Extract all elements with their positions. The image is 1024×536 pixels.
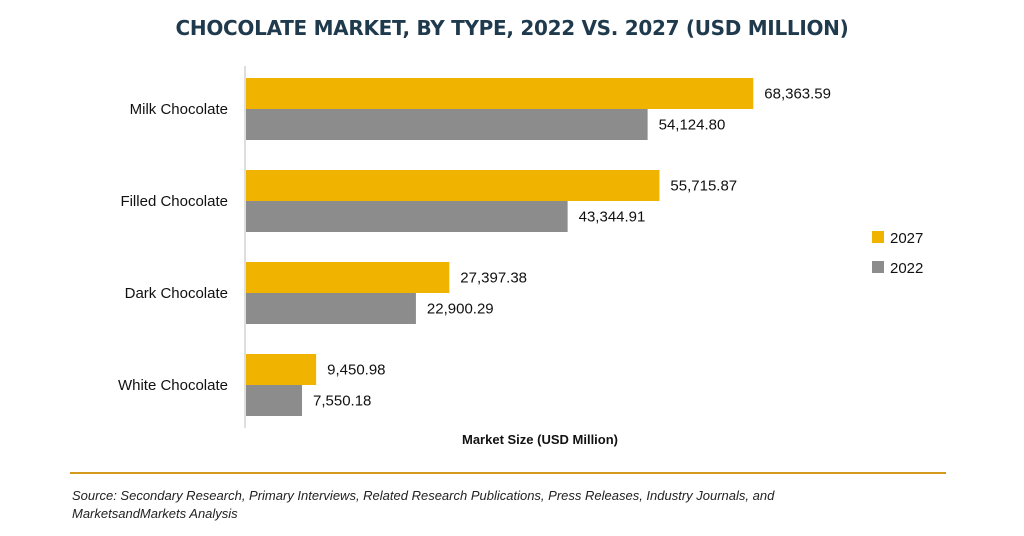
bar-2027-milk-chocolate — [246, 78, 754, 109]
category-label: Milk Chocolate — [130, 101, 228, 118]
data-label: 68,363.59 — [764, 86, 831, 103]
bar-2022-filled-chocolate — [246, 201, 568, 232]
bar-2027-dark-chocolate — [246, 262, 450, 293]
data-label: 55,715.87 — [670, 178, 737, 195]
legend-swatch-2027 — [872, 231, 884, 243]
category-label: Dark Chocolate — [125, 285, 228, 302]
data-label: 27,397.38 — [460, 270, 527, 287]
bar-2027-white-chocolate — [246, 354, 317, 385]
legend-label-2022: 2022 — [890, 260, 923, 277]
data-label: 54,124.80 — [659, 117, 726, 134]
chart-title: CHOCOLATE MARKET, BY TYPE, 2022 VS. 2027… — [175, 16, 849, 40]
legend-label-2027: 2027 — [890, 230, 923, 247]
source-note: Source: Secondary Research, Primary Inte… — [72, 488, 775, 521]
x-axis-label: Market Size (USD Million) — [461, 432, 619, 447]
data-label: 22,900.29 — [427, 301, 494, 318]
category-label: Filled Chocolate — [120, 193, 228, 210]
category-label: White Chocolate — [118, 377, 228, 394]
bar-2022-white-chocolate — [246, 385, 303, 416]
data-label: 7,550.18 — [313, 393, 371, 410]
bar-2027-filled-chocolate — [246, 170, 660, 201]
data-label: 9,450.98 — [327, 362, 385, 379]
legend-swatch-2022 — [872, 261, 884, 273]
data-label: 43,344.91 — [579, 209, 646, 226]
bar-2022-dark-chocolate — [246, 293, 416, 324]
source-divider — [70, 472, 946, 474]
bar-2022-milk-chocolate — [246, 109, 648, 140]
